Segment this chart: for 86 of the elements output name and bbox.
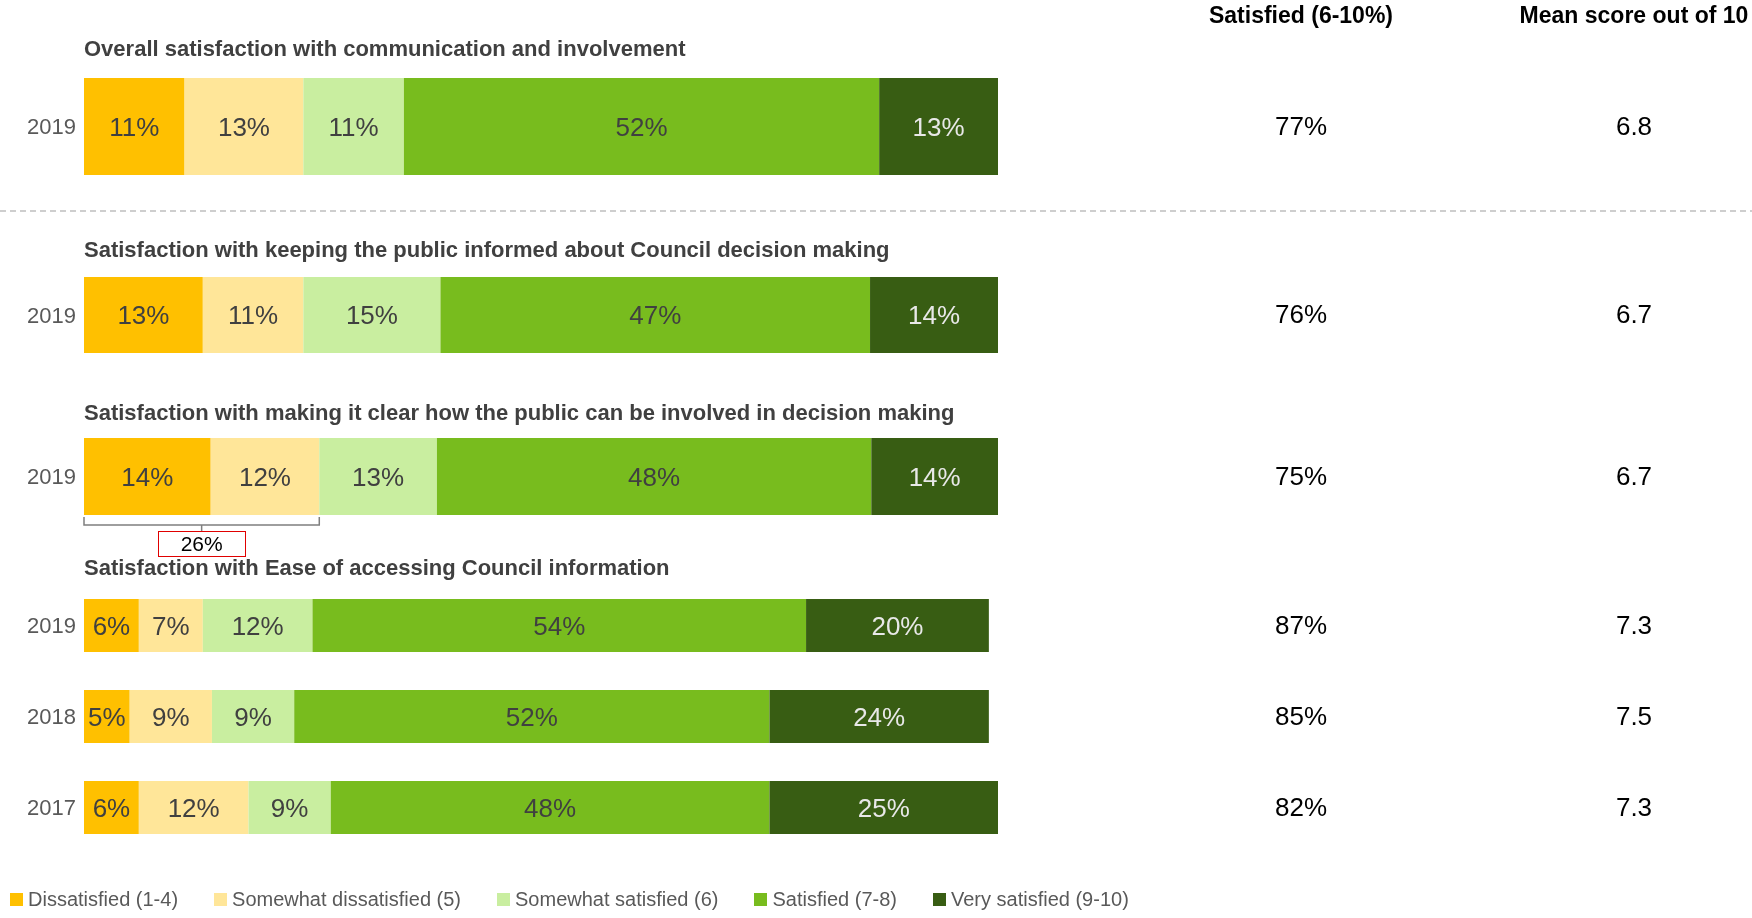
data-label: 6% bbox=[92, 610, 131, 641]
bar bbox=[211, 690, 295, 743]
legend-label: Very satisfied (9-10) bbox=[950, 888, 1129, 911]
bar bbox=[202, 277, 304, 353]
data-label: 52% bbox=[505, 701, 558, 732]
bar bbox=[870, 277, 998, 353]
text: 85% bbox=[1273, 700, 1328, 732]
bar bbox=[440, 277, 871, 353]
data-label: 14% bbox=[908, 300, 961, 330]
data-label: 5% bbox=[88, 701, 126, 732]
data-label: 11% bbox=[328, 111, 379, 142]
text: 7.3 bbox=[1614, 791, 1654, 823]
data-label: 48% bbox=[628, 461, 681, 492]
y-tick-label: 2018 bbox=[27, 704, 76, 730]
data-label: 11% bbox=[109, 111, 160, 142]
data-label: 13% bbox=[352, 461, 405, 492]
annotation: 26% bbox=[157, 531, 246, 557]
data-label: 47% bbox=[629, 300, 682, 330]
data-label: 25% bbox=[857, 792, 910, 823]
text: 87% bbox=[1273, 609, 1328, 641]
bar bbox=[403, 78, 880, 175]
bar bbox=[871, 438, 998, 515]
y-tick-label: 2019 bbox=[27, 114, 76, 140]
data-label: 52% bbox=[615, 111, 668, 142]
bar bbox=[319, 438, 437, 515]
text: 6.7 bbox=[1614, 299, 1654, 330]
bar bbox=[330, 781, 770, 834]
data-label: 14% bbox=[908, 461, 961, 492]
data-label: 13% bbox=[912, 111, 965, 142]
text: 82% bbox=[1273, 791, 1328, 823]
data-label: 11% bbox=[228, 300, 279, 330]
data-label: 12% bbox=[238, 461, 292, 492]
bar bbox=[436, 438, 872, 515]
bar bbox=[210, 438, 320, 515]
data-label: 13% bbox=[117, 300, 170, 330]
bar bbox=[138, 781, 249, 834]
bar bbox=[84, 277, 203, 353]
bar bbox=[129, 690, 212, 743]
bar bbox=[806, 599, 989, 652]
bar bbox=[769, 781, 998, 834]
bar bbox=[84, 438, 211, 515]
data-label: 9% bbox=[270, 792, 309, 823]
y-tick-label: 2019 bbox=[27, 464, 76, 490]
data-label: 15% bbox=[345, 300, 398, 330]
bar bbox=[184, 78, 304, 175]
bar bbox=[303, 277, 441, 353]
y-tick-label: 2019 bbox=[27, 613, 76, 639]
text: Satisfied (6-10%) bbox=[1207, 2, 1395, 29]
chart-title: Satisfaction with making it clear how the public can be involved in decision making bbox=[84, 400, 955, 426]
data-label: 54% bbox=[533, 610, 586, 641]
bar bbox=[294, 690, 770, 743]
chart-title: Satisfaction with keeping the public informed about Council decision making bbox=[84, 237, 890, 263]
data-label: 24% bbox=[853, 701, 906, 732]
bar bbox=[202, 599, 313, 652]
data-label: 48% bbox=[524, 792, 577, 823]
bar bbox=[879, 78, 998, 175]
data-label: 14% bbox=[121, 461, 174, 492]
text: 7.3 bbox=[1614, 609, 1654, 641]
data-label: 12% bbox=[231, 610, 284, 641]
bar bbox=[312, 599, 807, 652]
data-label: 20% bbox=[871, 610, 924, 641]
text: 7.5 bbox=[1614, 700, 1654, 732]
data-label: 6% bbox=[92, 792, 131, 823]
bar bbox=[248, 781, 331, 834]
text: 6.8 bbox=[1614, 110, 1654, 142]
bar bbox=[138, 599, 203, 652]
bar bbox=[303, 78, 404, 175]
y-tick-label: 2019 bbox=[27, 302, 76, 328]
text: 76% bbox=[1273, 299, 1328, 330]
legend-label: Satisfied (7-8) bbox=[772, 888, 897, 911]
text: Mean score out of 10 bbox=[1518, 2, 1750, 29]
data-label: 9% bbox=[234, 701, 272, 732]
chart-title: Overall satisfaction with communication and involvement bbox=[84, 36, 686, 62]
text: 77% bbox=[1273, 110, 1328, 142]
legend-label: Somewhat satisfied (6) bbox=[515, 888, 719, 911]
bar bbox=[769, 690, 989, 743]
data-label: 9% bbox=[152, 701, 190, 732]
data-label: 13% bbox=[217, 111, 270, 142]
text: 6.7 bbox=[1614, 460, 1654, 492]
bar bbox=[84, 78, 185, 175]
text: 75% bbox=[1273, 460, 1328, 492]
y-tick-label: 2017 bbox=[27, 795, 76, 821]
legend-label: Somewhat dissatisfied (5) bbox=[232, 888, 462, 911]
legend-label: Dissatisfied (1-4) bbox=[28, 888, 179, 911]
data-label: 7% bbox=[152, 610, 190, 641]
data-label: 12% bbox=[167, 792, 220, 823]
